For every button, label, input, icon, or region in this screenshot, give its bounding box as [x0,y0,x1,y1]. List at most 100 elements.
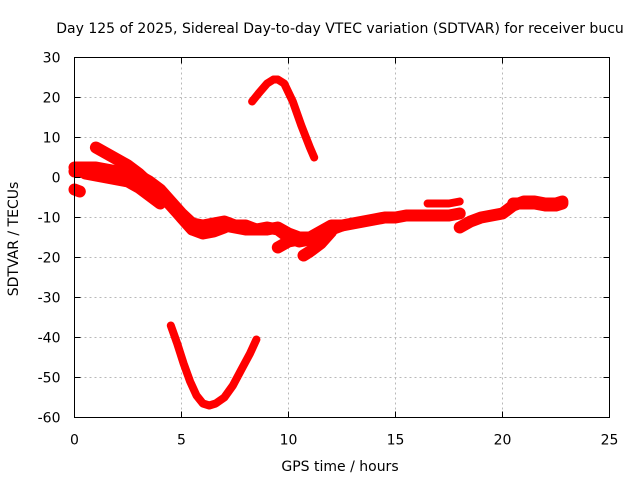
y-tick-label: 0 [52,171,61,187]
data-point [180,360,188,367]
data-point [541,202,549,209]
data-series [68,75,569,410]
data-point [289,98,297,105]
data-point [445,200,453,207]
data-point [173,340,181,347]
data-point [192,392,200,399]
data-point [297,122,305,129]
y-tick-label: -10 [38,211,61,227]
data-point [156,188,164,195]
data-point [488,212,496,219]
series-segment-early-upper [89,141,231,240]
data-point [103,174,111,181]
series-segment-late-c [423,197,464,208]
data-point [280,80,288,87]
data-point [135,184,143,191]
data-point [295,236,303,243]
data-point [413,212,421,219]
data-point [285,238,292,245]
series-segment-early-lower [79,167,167,210]
data-point [370,216,378,223]
data-point [434,200,442,207]
data-point [242,226,250,233]
data-point [231,224,239,231]
data-point [135,170,143,177]
data-point [317,240,325,247]
data-point [92,144,100,151]
data-point [248,98,256,105]
y-tick-label: 20 [43,91,61,107]
data-point [178,214,185,221]
data-point [456,224,464,231]
y-tick-label: -50 [38,371,61,387]
data-point [381,214,389,221]
data-point [499,210,506,217]
data-point [531,200,539,207]
data-point [274,226,282,233]
data-point [349,220,357,227]
axis-ticks: 0 5 10 15 20 25 30 20 10 0 -10 -20 -30 -40 -50 -60 [38,51,619,449]
data-point [456,210,464,217]
data-point [124,162,132,169]
data-point [188,226,196,233]
y-axis-label: SDTVAR / TECUs [6,182,22,297]
x-tick-label: 0 [70,433,79,449]
data-point [124,178,132,185]
data-point [434,212,442,219]
x-axis-label: GPS time / hours [281,459,398,475]
data-point [246,350,254,357]
data-point [167,322,175,329]
x-tick-label: 25 [601,433,619,449]
y-tick-label: -40 [38,331,61,347]
data-point [186,378,194,385]
data-point [199,400,207,407]
series-line [297,225,338,262]
data-point [263,224,271,231]
data-point [113,176,121,183]
data-point [274,76,282,83]
data-point [306,144,314,151]
data-point [359,218,367,225]
series-segment-low-arc [166,321,261,410]
chart-title: Day 125 of 2025, Sidereal Day-to-day VTE… [56,21,624,37]
data-point [81,170,89,177]
data-point [402,212,410,219]
data-point [263,80,271,87]
y-tick-label: -60 [38,411,61,427]
data-point [299,252,307,259]
data-point [113,156,121,163]
data-point [424,212,432,219]
data-point [306,248,314,255]
data-point [252,336,260,343]
data-point [220,394,228,401]
data-point [310,154,318,161]
data-point [509,200,517,207]
y-tick-label: 30 [43,51,61,67]
series-line [423,197,464,208]
data-point [520,200,528,207]
data-point [199,230,207,237]
data-point [210,228,218,235]
plot-frame [74,57,610,418]
data-point [445,212,453,219]
data-point [306,234,314,241]
data-point [552,202,560,209]
data-point [327,228,335,235]
data-point [229,382,237,389]
data-point [156,200,164,207]
data-point [338,222,346,229]
data-point [92,172,100,179]
data-point [212,400,220,407]
series-line [248,75,319,162]
data-point [274,244,282,251]
series-segment-late-b [507,197,569,212]
data-point [255,90,263,97]
data-point [392,214,399,221]
data-point [477,214,485,221]
data-point [424,200,432,207]
data-point [558,200,566,207]
series-segment-high-arc [248,75,319,162]
x-tick-label: 15 [387,433,405,449]
x-tick-label: 10 [280,433,298,449]
